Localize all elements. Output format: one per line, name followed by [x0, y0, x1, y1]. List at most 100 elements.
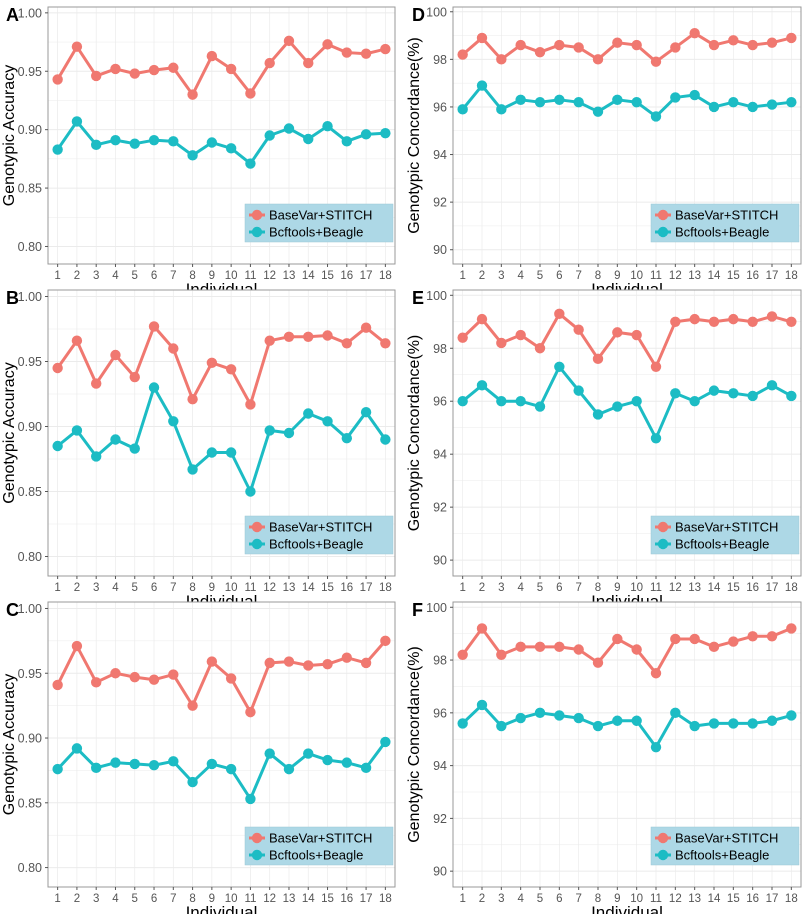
data-point — [728, 636, 739, 647]
data-point — [573, 385, 584, 396]
data-point — [245, 793, 256, 805]
y-tick-label: 0.80 — [18, 240, 42, 254]
data-point — [206, 137, 218, 148]
legend-label: BaseVar+STITCH — [269, 831, 372, 846]
x-tick-label: 12 — [263, 270, 276, 282]
x-axis-title: Individual — [591, 903, 663, 914]
plot-border — [452, 289, 802, 577]
data-point — [650, 111, 662, 122]
x-tick-label: 15 — [321, 582, 334, 594]
data-point — [476, 380, 488, 391]
y-tick-label: 0.80 — [18, 861, 42, 875]
x-tick-label: 6 — [556, 582, 562, 594]
data-point — [90, 451, 102, 462]
x-tick-label: 13 — [283, 893, 296, 905]
legend-box — [650, 203, 800, 243]
data-point — [303, 408, 314, 419]
data-point — [322, 754, 333, 766]
x-tick-label: 16 — [340, 893, 353, 905]
x-tick-label: 2 — [479, 582, 485, 594]
legend-key-point — [251, 209, 263, 221]
data-point — [592, 409, 604, 420]
data-point — [496, 720, 507, 732]
x-tick-label: 16 — [746, 270, 759, 282]
x-tick-label: 7 — [575, 270, 581, 282]
x-tick-label: 12 — [263, 582, 276, 594]
y-tick-label: 96 — [433, 395, 447, 409]
legend-box — [244, 826, 394, 866]
data-point — [110, 63, 121, 75]
data-point — [206, 758, 218, 770]
data-point — [670, 42, 681, 53]
data-point — [71, 743, 83, 754]
x-tick-label: 7 — [170, 270, 176, 282]
x-tick-label: 2 — [479, 270, 485, 282]
x-tick-label: 17 — [766, 893, 779, 905]
data-point — [573, 644, 584, 655]
legend-box — [650, 515, 800, 555]
data-point — [554, 361, 565, 372]
x-tick-label: 16 — [340, 270, 353, 282]
data-point — [534, 641, 546, 653]
data-point — [168, 343, 179, 354]
data-point — [90, 139, 102, 151]
x-tick-label: 4 — [517, 893, 524, 905]
data-point — [592, 54, 604, 65]
x-tick-label: 9 — [614, 893, 620, 905]
x-tick-label: 18 — [785, 893, 798, 905]
data-point — [71, 41, 83, 52]
plot-border — [47, 6, 396, 265]
legend-key-point — [251, 538, 263, 550]
data-point — [496, 649, 507, 660]
data-point — [573, 42, 584, 53]
legend-box — [650, 826, 800, 866]
data-point — [148, 321, 160, 332]
data-point — [515, 712, 526, 724]
data-point — [670, 388, 681, 399]
legend-key-point — [251, 849, 263, 861]
data-point — [168, 416, 179, 427]
data-point — [534, 47, 546, 58]
panel-label: A — [6, 5, 19, 25]
x-tick-label: 12 — [669, 582, 682, 594]
data-point — [457, 104, 468, 115]
data-point — [689, 89, 700, 101]
panel-c: 0.800.850.900.951.001 2 3 4 5 6 7 8 9 10 11 12 13 14 1… — [1, 600, 396, 914]
data-point — [573, 324, 584, 335]
data-point — [283, 35, 295, 47]
legend-label: BaseVar+STITCH — [269, 208, 372, 223]
data-point — [457, 332, 468, 343]
data-point — [612, 327, 623, 338]
panel-b: 0.800.850.900.951.001 2 3 4 5 6 7 8 9 10 11 12 13 14 1… — [1, 288, 396, 611]
x-tick-label: 18 — [785, 270, 798, 282]
data-point — [341, 338, 353, 349]
x-tick-label: 17 — [360, 270, 373, 282]
x-tick-label: 18 — [379, 893, 392, 905]
x-tick-label: 1 — [54, 582, 60, 594]
panel-a: 0.800.850.900.951.001 2 3 4 5 6 7 8 9 10 11 12 13 14 1… — [1, 5, 396, 299]
legend-label: Bcftools+Beagle — [675, 225, 769, 240]
data-point — [708, 39, 720, 51]
x-tick-label: 7 — [170, 582, 176, 594]
x-tick-label: 1 — [54, 270, 60, 282]
data-point — [187, 394, 198, 405]
x-tick-label: 14 — [708, 893, 721, 905]
legend: BaseVar+STITCH Bcftools+Beagle — [244, 826, 394, 866]
data-point — [592, 353, 604, 365]
data-point — [225, 143, 237, 154]
x-tick-label: 17 — [766, 270, 779, 282]
data-point — [708, 385, 720, 396]
x-tick-label: 13 — [688, 582, 701, 594]
data-point — [90, 70, 102, 82]
data-point — [110, 668, 121, 679]
data-point — [747, 101, 758, 113]
data-point — [554, 641, 565, 653]
x-tick-label: 18 — [379, 582, 392, 594]
x-tick-label: 11 — [244, 582, 256, 594]
data-point — [728, 96, 739, 108]
data-point — [129, 671, 140, 683]
x-tick-label: 4 — [112, 270, 119, 282]
data-point — [457, 649, 468, 660]
